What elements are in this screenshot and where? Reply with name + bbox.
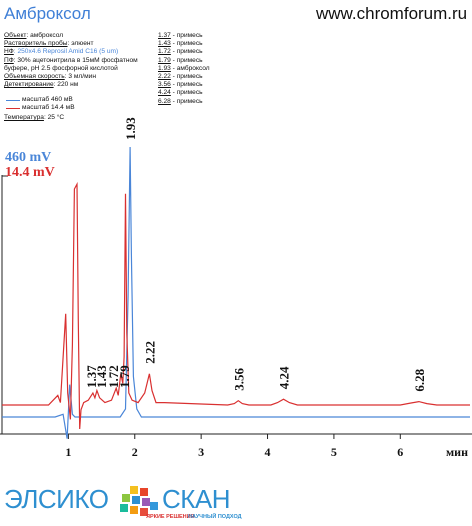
condition-value: : 220 нм <box>53 81 79 89</box>
peak-list-name: - амброксол <box>170 64 210 72</box>
condition-line: Детектирование: 220 нм <box>4 81 78 89</box>
temperature-value: : 25 °С <box>43 114 65 121</box>
condition-value: : 3 мл/мин <box>64 73 96 80</box>
peak-list-item: 1.72 - примесь <box>158 48 203 56</box>
peak-list-item: 6.28 - примесь <box>158 98 203 106</box>
peak-list-name: - примесь <box>170 89 203 97</box>
temperature-key: Температура <box>4 114 44 121</box>
condition-key: Растворитель пробы <box>4 40 68 48</box>
condition-value: : 30% ацетонитрила в 15мМ фосфатном <box>13 56 138 64</box>
scale-label-red: 14.4 mV <box>5 165 55 180</box>
peak-list-rt: 3.56 <box>158 81 171 89</box>
peak-list-rt: 6.28 <box>158 97 171 105</box>
peak-label: 2.22 <box>142 341 157 364</box>
peak-list-item: 3.56 - примесь <box>158 81 203 89</box>
peak-label: 4.24 <box>277 366 292 389</box>
peak-list-rt: 1.93 <box>158 64 171 72</box>
peak-list-rt: 1.37 <box>158 32 171 39</box>
condition-line: буфере, pH 2.5 фосфорной кислотой <box>4 65 118 73</box>
peak-label: 3.56 <box>231 367 246 390</box>
logo-tagline-a: ЯРКИЕ РЕШЕНИЯ <box>146 514 195 520</box>
peak-list-name: - примесь <box>170 81 203 89</box>
peak-label: 1.37 <box>84 365 99 388</box>
legend-swatch <box>6 100 20 101</box>
logo-tagline-b: НАУЧНЫЙ ПОДХОД <box>188 514 242 520</box>
page-title: Амброксол <box>4 4 91 23</box>
peak-label: 1.93 <box>123 117 138 140</box>
x-tick-label: 4 <box>265 445 271 459</box>
peak-label: 6.28 <box>412 368 427 391</box>
peak-label: 1.43 <box>94 365 109 388</box>
peak-list-item: 2.22 - примесь <box>158 73 203 81</box>
legend-label: масштаб 14.4 мВ <box>22 104 75 112</box>
x-tick-label: 5 <box>331 445 337 459</box>
condition-line: НФ: 250x4.6 Reprosil Amid C16 (5 um) <box>4 48 118 56</box>
condition-key: ПФ <box>4 56 14 64</box>
peak-list-name: - примесь <box>170 40 203 48</box>
legend-label: масштаб 460 мВ <box>22 96 73 103</box>
peak-list-item: 4.24 - примесь <box>158 89 203 97</box>
condition-key: Детектирование <box>4 81 54 89</box>
condition-value: : элюент <box>67 40 94 48</box>
condition-key: НФ <box>4 48 14 56</box>
peak-label: 1.79 <box>117 365 132 388</box>
peak-label: 1.72 <box>106 365 121 388</box>
condition-line: ПФ: 30% ацетонитрила в 15мМ фосфатном <box>4 57 138 65</box>
peak-list-rt: 2.22 <box>158 73 171 80</box>
peak-list-name: - примесь <box>170 97 203 105</box>
temperature-line: Температура: 25 °С <box>4 114 64 122</box>
peak-list-name: - примесь <box>170 32 203 39</box>
condition-value: : амброксол <box>26 32 64 39</box>
site-url[interactable]: www.chromforum.ru <box>316 4 468 23</box>
condition-line: Объект: амброксол <box>4 32 63 40</box>
condition-line: Объемная скорость: 3 мл/мин <box>4 73 96 81</box>
peak-list-item: 1.79 - примесь <box>158 57 203 65</box>
legend-swatch <box>6 108 20 110</box>
condition-key: Объект <box>4 32 27 39</box>
peak-list-item: 1.93 - амброксол <box>158 65 210 73</box>
x-axis-label: мин <box>446 445 468 459</box>
peak-list-item: 1.37 - примесь <box>158 32 203 40</box>
elsiko-scan-logo: ЭЛСИКО СКАН ЯРКИЕ РЕШЕНИЯ НАУЧНЫЙ ПОДХОД <box>4 484 304 524</box>
peak-list-name: - примесь <box>170 48 203 56</box>
x-tick-label: 1 <box>65 445 71 459</box>
peak-list-rt: 1.72 <box>158 48 171 56</box>
x-tick-label: 2 <box>132 445 138 459</box>
condition-key: Объемная скорость <box>4 73 65 80</box>
scale-label-blue: 460 mV <box>5 150 52 165</box>
peak-list-rt: 1.79 <box>158 56 171 64</box>
logo-cube-icon <box>120 486 158 516</box>
trace-460mv <box>2 146 470 439</box>
logo-word-elsiko: ЭЛСИКО <box>4 484 109 514</box>
peak-list-name: - примесь <box>170 56 203 64</box>
peak-list-item: 1.43 - примесь <box>158 40 203 48</box>
condition-value: буфере, pH 2.5 фосфорной кислотой <box>4 64 118 72</box>
peak-list-name: - примесь <box>170 73 203 80</box>
condition-line: Растворитель пробы: элюент <box>4 40 94 48</box>
x-tick-label: 3 <box>198 445 204 459</box>
condition-value: : 250x4.6 Reprosil Amid C16 (5 um) <box>13 48 119 56</box>
x-tick-label: 6 <box>397 445 403 459</box>
trace-14-4mv <box>2 181 470 430</box>
logo-word-scan: СКАН <box>162 484 231 514</box>
peak-list-rt: 4.24 <box>158 89 171 97</box>
peak-list-rt: 1.43 <box>158 40 171 48</box>
